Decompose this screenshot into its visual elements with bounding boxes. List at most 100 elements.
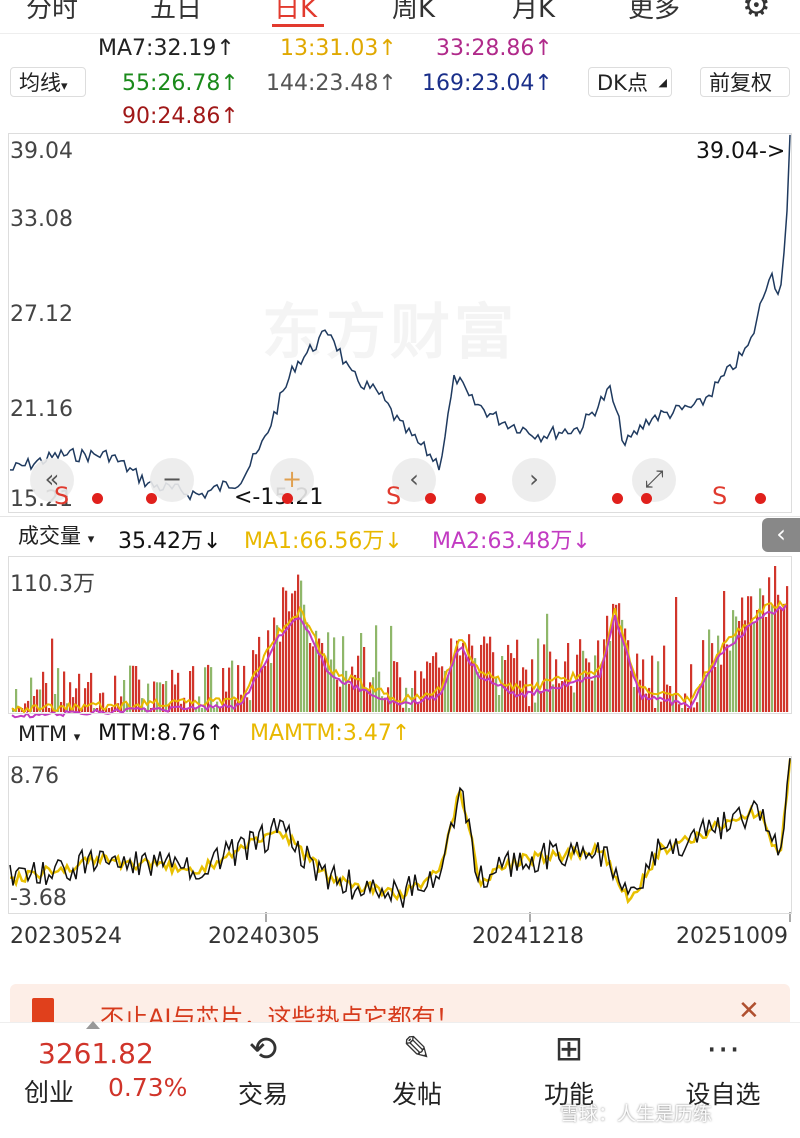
volume-bar	[147, 683, 150, 712]
volume-bar	[768, 577, 771, 712]
divider	[0, 33, 800, 34]
dk-point-select[interactable]: DK点 ◢	[588, 67, 672, 97]
close-icon[interactable]: ✕	[738, 996, 760, 1026]
volume-bar	[747, 596, 750, 712]
nav-post[interactable]: ✎ 发帖	[362, 1027, 472, 1111]
volume-bar	[447, 674, 450, 712]
step-right-icon[interactable]: ›	[512, 458, 556, 502]
volume-bar	[732, 610, 735, 712]
volume-bar	[720, 664, 723, 712]
volume-bar	[90, 672, 93, 712]
volume-bar	[459, 655, 462, 712]
volume-bar	[549, 651, 552, 712]
volume-bar	[360, 633, 363, 712]
volume-bar	[585, 658, 588, 712]
volume-bar	[231, 660, 234, 712]
gear-icon[interactable]: ⚙	[742, 0, 771, 24]
tab-weekly-k[interactable]: 周K	[392, 0, 436, 24]
price-axis-label: 33.08	[10, 207, 73, 232]
volume-bar	[765, 617, 768, 712]
nav-trade[interactable]: ⟲ 交易	[208, 1027, 318, 1111]
more-icon: ⋯	[706, 1029, 740, 1069]
volume-bar	[246, 697, 249, 712]
volume-bar	[63, 671, 66, 712]
volume-bar	[363, 647, 366, 712]
volume-bar	[201, 708, 204, 712]
volume-ma1-line	[11, 599, 787, 714]
volume-ma1: MA1:66.56万↓	[244, 529, 403, 554]
scroll-left-icon[interactable]: «	[30, 458, 74, 502]
expand-arrow-icon[interactable]	[86, 1021, 100, 1029]
volume-bar	[537, 638, 540, 712]
volume-bar	[729, 650, 732, 712]
volume-bar	[303, 604, 306, 712]
volume-bar	[453, 659, 456, 712]
zoom-out-icon[interactable]: −	[150, 458, 194, 502]
volume-bar	[27, 700, 30, 712]
dk-point-label: DK点	[597, 71, 648, 95]
volume-bar	[642, 659, 645, 712]
volume-bar	[546, 613, 549, 712]
collapse-panel-icon[interactable]: ‹	[762, 518, 800, 552]
mamtm-value: MAMTM:3.47↑	[250, 721, 411, 746]
volume-bar	[390, 625, 393, 712]
price-chart-frame	[8, 133, 792, 513]
volume-bar	[132, 665, 135, 712]
volume-bar	[306, 622, 309, 712]
tab-five-day[interactable]: 五日	[150, 0, 203, 24]
volume-bar	[294, 590, 297, 712]
mtm-chart-frame	[8, 756, 792, 914]
volume-bar	[711, 643, 714, 712]
volume-bar	[264, 665, 267, 712]
mtm-indicator-select[interactable]: MTM ▾	[10, 719, 94, 749]
nav-functions[interactable]: ⊞ 功能	[514, 1027, 624, 1111]
volume-bar	[588, 662, 591, 712]
signal-dot	[755, 493, 766, 504]
volume-bar	[618, 603, 621, 712]
volume-bar	[249, 700, 252, 712]
price-axis-label: 27.12	[10, 302, 73, 327]
volume-bar	[759, 588, 762, 712]
volume-bar	[612, 603, 615, 712]
fullscreen-icon[interactable]: ⤢	[632, 458, 676, 502]
volume-bar	[204, 667, 207, 712]
volume-bar	[528, 706, 531, 712]
tab-intraday[interactable]: 分时	[26, 0, 79, 24]
volume-bar	[462, 642, 465, 712]
credit-watermark: 雪球：人生是历练	[560, 1103, 713, 1125]
volume-bar	[774, 566, 777, 712]
volume-bar	[267, 630, 270, 712]
volume-bar	[285, 590, 288, 712]
volume-bar	[630, 670, 633, 712]
volume-indicator-select[interactable]: 成交量 ▾	[10, 521, 114, 551]
volume-bar	[786, 586, 789, 712]
ma7-value: MA7:32.19↑	[98, 36, 235, 61]
volume-bar	[540, 691, 543, 712]
adjust-select[interactable]: 前复权	[700, 67, 790, 97]
active-tab-indicator	[272, 24, 324, 27]
volume-bar	[435, 652, 438, 712]
volume-bar	[396, 662, 399, 712]
volume-bar	[444, 670, 447, 712]
volume-bar	[270, 663, 273, 712]
mtm-axis-min: -3.68	[10, 886, 67, 911]
tab-more[interactable]: 更多	[628, 0, 681, 24]
tab-daily-k[interactable]: 日K	[274, 0, 318, 24]
dropdown-arrow-icon: ▾	[87, 532, 95, 547]
volume-bar	[354, 674, 357, 712]
volume-value: 35.42万↓	[118, 529, 222, 554]
megaphone-icon	[32, 998, 54, 1028]
volume-bar	[300, 580, 303, 712]
volume-bar	[276, 625, 279, 712]
volume-bar	[69, 682, 72, 712]
volume-bar	[678, 704, 681, 712]
nav-add-watchlist[interactable]: ⋯ 设自选	[668, 1027, 778, 1111]
index-value: 3261.82	[38, 1037, 154, 1070]
volume-bar	[189, 671, 192, 712]
volume-bar	[357, 655, 360, 712]
volume-bar	[696, 702, 699, 712]
ma-type-select[interactable]: 均线▾	[10, 67, 86, 97]
volume-bar	[321, 643, 324, 712]
volume-bar	[690, 664, 693, 712]
tab-monthly-k[interactable]: 月K	[512, 0, 556, 24]
